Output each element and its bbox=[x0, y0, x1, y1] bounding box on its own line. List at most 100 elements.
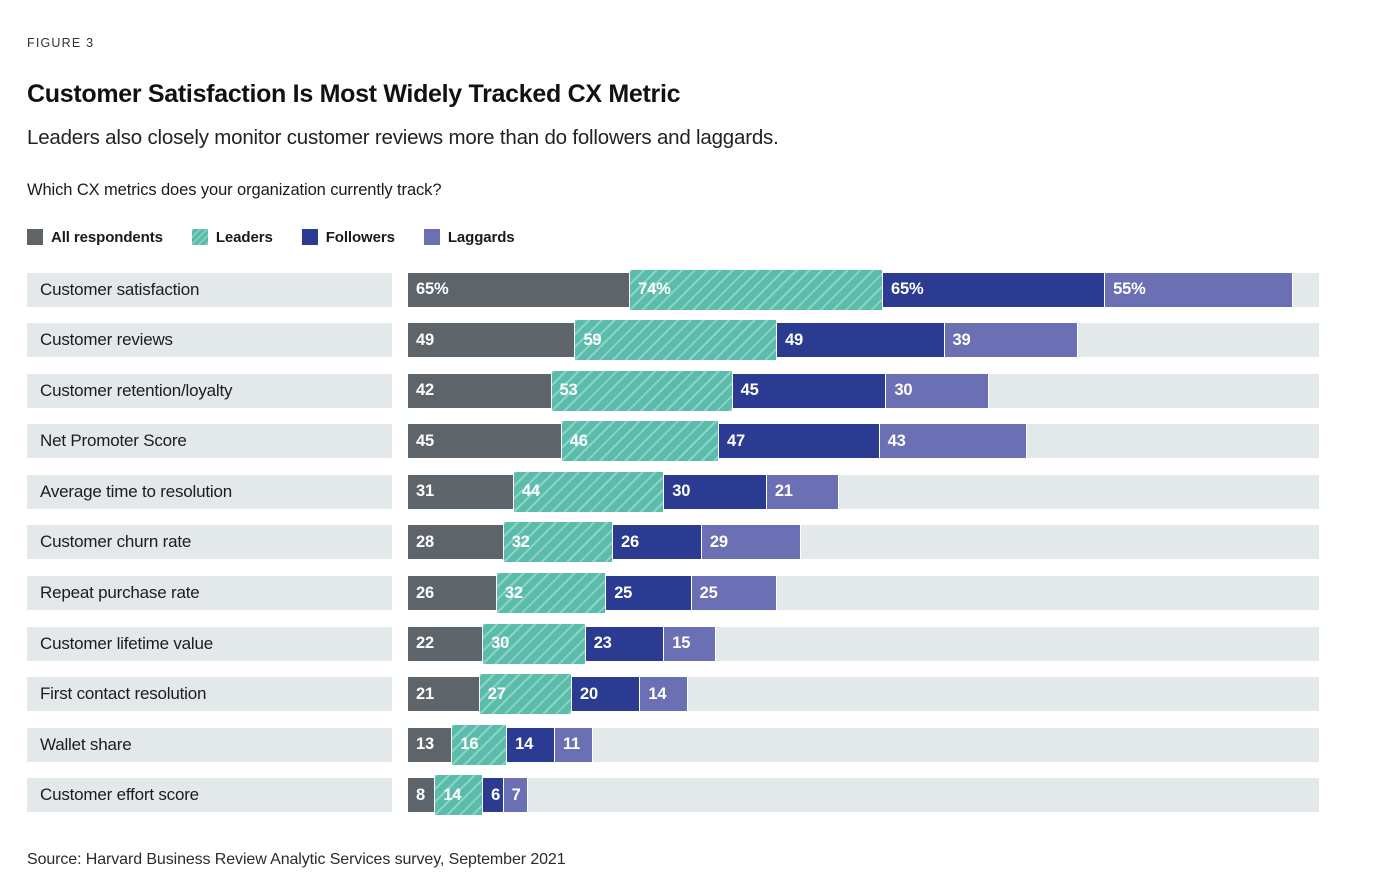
bar-segment-all-respondents: 21 bbox=[408, 677, 480, 712]
bar-segment-laggards: 7 bbox=[503, 778, 528, 813]
bar-segment-laggards: 15 bbox=[664, 626, 716, 661]
bar-segment-followers: 65% bbox=[883, 272, 1106, 307]
bar-segment-followers: 47 bbox=[718, 424, 880, 459]
bar-value-label: 59 bbox=[583, 330, 602, 349]
chart-row: Repeat purchase rate 26 32 25 25 bbox=[27, 573, 1319, 614]
bar-segment-laggards: 11 bbox=[554, 727, 593, 762]
label-bar-gap bbox=[392, 424, 408, 458]
bar-segment-laggards: 14 bbox=[640, 677, 689, 712]
bar-track: 49 59 49 39 bbox=[408, 320, 1319, 361]
bar-track: 22 30 23 15 bbox=[408, 623, 1319, 664]
legend-label: Laggards bbox=[447, 228, 515, 246]
bar-value-label: 47 bbox=[726, 431, 745, 450]
bar-value-label: 31 bbox=[416, 482, 434, 501]
bar-segment-all-respondents: 31 bbox=[408, 474, 514, 509]
bar-segment-leaders: 30 bbox=[483, 623, 586, 664]
bar-value-label: 11 bbox=[562, 735, 580, 754]
bar-value-label: 45 bbox=[416, 431, 434, 450]
bar-track: 28 32 26 29 bbox=[408, 522, 1319, 563]
bar-segment-leaders: 44 bbox=[513, 471, 665, 512]
bar-segment-leaders: 14 bbox=[435, 775, 484, 816]
bar-value-label: 25 bbox=[699, 583, 718, 602]
category-label: Average time to resolution bbox=[27, 474, 392, 509]
legend-label: All respondents bbox=[51, 228, 163, 246]
bar-value-label: 26 bbox=[416, 583, 434, 602]
bar-value-label: 55% bbox=[1113, 280, 1146, 298]
chart-row: Net Promoter Score 45 46 47 43 bbox=[27, 421, 1319, 462]
category-label: Repeat purchase rate bbox=[27, 576, 392, 611]
bar-value-label: 14 bbox=[515, 735, 534, 754]
bar-value-label: 42 bbox=[416, 381, 434, 400]
bar-segment-followers: 23 bbox=[585, 626, 665, 661]
bar-segment-all-respondents: 49 bbox=[408, 323, 576, 358]
bar-track: 13 16 14 11 bbox=[408, 724, 1319, 765]
bar-segment-laggards: 21 bbox=[766, 474, 839, 509]
bar-value-label: 39 bbox=[952, 330, 971, 349]
bar-value-label: 43 bbox=[887, 431, 906, 450]
chart-row: Customer retention/loyalty 42 53 45 30 bbox=[27, 370, 1319, 411]
legend-item-all-respondents: All respondents bbox=[27, 229, 163, 246]
legend-item-followers: Followers bbox=[301, 229, 395, 246]
bar-segment-laggards: 30 bbox=[886, 373, 989, 408]
category-label: Customer churn rate bbox=[27, 525, 392, 560]
bar-track: 31 44 30 21 bbox=[408, 471, 1319, 512]
bar-segment-followers: 26 bbox=[613, 525, 702, 560]
label-bar-gap bbox=[392, 475, 408, 509]
bar-track: 42 53 45 30 bbox=[408, 370, 1319, 411]
bar-segment-all-respondents: 8 bbox=[408, 778, 436, 813]
bar-segment-leaders: 74% bbox=[630, 269, 884, 310]
bar-segment-followers: 45 bbox=[732, 373, 887, 408]
label-bar-gap bbox=[392, 728, 408, 762]
chart-row: Average time to resolution 31 44 30 21 bbox=[27, 471, 1319, 512]
bar-segment-laggards: 25 bbox=[691, 576, 778, 611]
bar-value-label: 21 bbox=[416, 684, 434, 703]
category-label: Wallet share bbox=[27, 727, 392, 762]
category-label: Customer reviews bbox=[27, 323, 392, 358]
chart-rows: Customer satisfaction 65% 74% 65% 55% Custome… bbox=[27, 269, 1319, 816]
bar-value-label: 49 bbox=[785, 330, 804, 349]
bar-value-label: 15 bbox=[672, 634, 691, 653]
bar-segment-all-respondents: 42 bbox=[408, 373, 552, 408]
bar-segment-leaders: 32 bbox=[496, 573, 607, 614]
chart-row: Wallet share 13 16 14 11 bbox=[27, 724, 1319, 765]
chart-title: Customer Satisfaction Is Most Widely Tra… bbox=[27, 80, 681, 108]
bar-segment-followers: 25 bbox=[606, 576, 692, 611]
legend-swatch-icon bbox=[191, 229, 208, 245]
category-label: Customer retention/loyalty bbox=[27, 373, 392, 408]
bar-segment-laggards: 55% bbox=[1105, 272, 1294, 307]
bar-value-label: 53 bbox=[559, 381, 578, 400]
bar-value-label: 25 bbox=[614, 583, 633, 602]
bar-segment-leaders: 59 bbox=[575, 320, 778, 361]
legend-item-laggards: Laggards bbox=[423, 228, 515, 246]
label-bar-gap bbox=[392, 525, 408, 559]
bar-segment-all-respondents: 65% bbox=[408, 272, 631, 307]
figure-label: FIGURE 3 bbox=[27, 36, 95, 50]
bar-value-label: 27 bbox=[487, 684, 506, 703]
label-bar-gap bbox=[392, 778, 408, 812]
bar-segment-all-respondents: 28 bbox=[408, 525, 504, 560]
bar-track: 21 27 20 14 bbox=[408, 674, 1319, 715]
chart-legend: All respondents Leaders Followers Laggards bbox=[27, 229, 1319, 246]
legend-item-leaders: Leaders bbox=[191, 229, 273, 246]
bar-track: 65% 74% 65% 55% bbox=[408, 269, 1319, 310]
label-bar-gap bbox=[392, 323, 408, 357]
bar-value-label: 65% bbox=[891, 280, 924, 298]
bar-value-label: 16 bbox=[460, 735, 479, 754]
chart-row: First contact resolution 21 27 20 14 bbox=[27, 674, 1319, 715]
bar-value-label: 32 bbox=[511, 532, 530, 551]
category-label: Net Promoter Score bbox=[27, 424, 392, 459]
bar-segment-followers: 6 bbox=[483, 778, 504, 813]
bar-value-label: 14 bbox=[443, 785, 462, 804]
chart-row: Customer churn rate 28 32 26 29 bbox=[27, 522, 1319, 563]
bar-segment-all-respondents: 13 bbox=[408, 727, 453, 762]
category-label: Customer satisfaction bbox=[27, 272, 392, 307]
legend-swatch-icon bbox=[423, 229, 440, 245]
bar-segment-followers: 14 bbox=[507, 727, 555, 762]
bar-value-label: 30 bbox=[491, 634, 510, 653]
bar-value-label: 13 bbox=[416, 735, 434, 754]
bar-value-label: 45 bbox=[740, 381, 759, 400]
bar-segment-followers: 49 bbox=[777, 323, 945, 358]
bar-segment-all-respondents: 45 bbox=[408, 424, 562, 459]
category-label: Customer lifetime value bbox=[27, 626, 392, 661]
